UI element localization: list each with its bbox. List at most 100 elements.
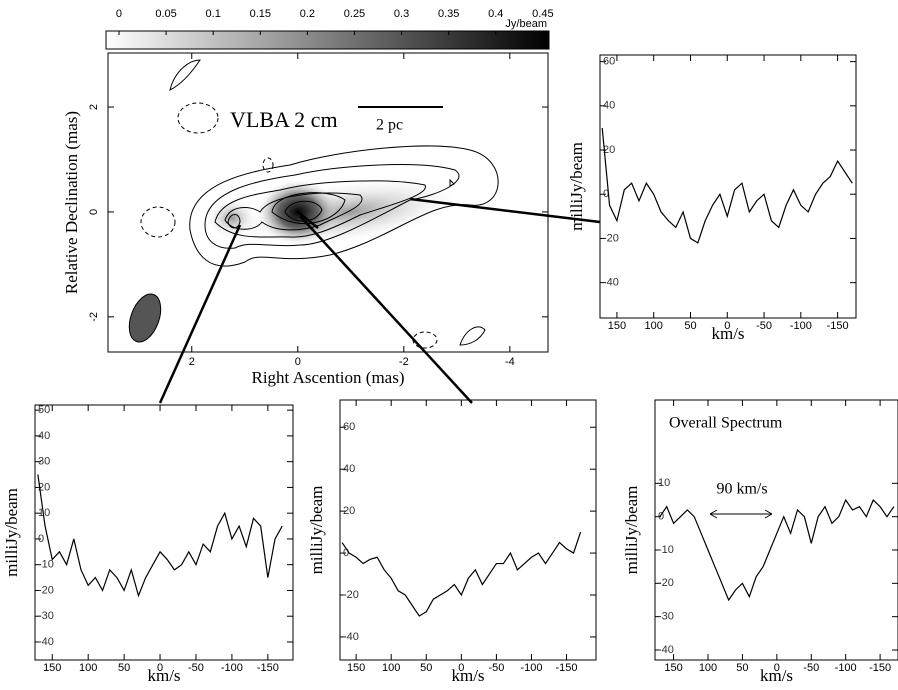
y-tick-label: -20 bbox=[603, 232, 619, 244]
x-axis-label: Right Ascention (mas) bbox=[252, 368, 405, 387]
x-tick-label: -150 bbox=[869, 662, 891, 674]
y-tick-label: 20 bbox=[603, 144, 615, 156]
colorbar bbox=[105, 30, 550, 50]
x-tick-label: 0 bbox=[724, 320, 730, 332]
plot-frame bbox=[599, 54, 857, 319]
x-tick-label: 0 bbox=[157, 662, 163, 674]
x-axis-label: km/s bbox=[711, 324, 744, 343]
y-tick-label: 60 bbox=[343, 421, 355, 433]
x-tick-label: 150 bbox=[664, 662, 682, 674]
y-tick-label: 40 bbox=[603, 100, 615, 112]
x-tick-label: 50 bbox=[684, 320, 696, 332]
y-axis-label: milliJy/beam bbox=[622, 486, 641, 575]
x-tick-label: -50 bbox=[488, 662, 504, 674]
plot-frame bbox=[654, 399, 898, 661]
x-tick-label: -50 bbox=[803, 662, 819, 674]
x-tick-label: -4 bbox=[505, 356, 515, 368]
scale-label: 2 pc bbox=[376, 117, 403, 134]
x-tick-label: 50 bbox=[420, 662, 432, 674]
y-tick-label: 0 bbox=[88, 209, 100, 215]
y-tick-label: -10 bbox=[658, 544, 674, 556]
y-tick-label: 0 bbox=[38, 533, 44, 545]
x-tick-label: 0 bbox=[295, 356, 301, 368]
y-tick-label: 2 bbox=[88, 104, 100, 110]
y-tick-label: 0 bbox=[343, 547, 349, 559]
y-axis-label: Relative Declination (mas) bbox=[62, 111, 81, 294]
map-title: VLBA 2 cm bbox=[230, 107, 338, 132]
x-tick-label: 0.35 bbox=[438, 8, 459, 20]
y-tick-label: -30 bbox=[38, 610, 54, 622]
x-tick-label: 100 bbox=[645, 320, 663, 332]
x-tick-label: 100 bbox=[79, 662, 97, 674]
x-tick-label: 0.25 bbox=[344, 8, 365, 20]
y-tick-label: 20 bbox=[38, 481, 50, 493]
x-tick-label: 100 bbox=[699, 662, 717, 674]
y-tick-label: 60 bbox=[603, 56, 615, 68]
y-tick-label: -40 bbox=[658, 644, 674, 656]
y-axis-label: milliJy/beam bbox=[307, 486, 326, 575]
x-tick-label: 150 bbox=[43, 662, 61, 674]
y-tick-label: -2 bbox=[88, 312, 100, 322]
y-tick-label: -40 bbox=[343, 631, 359, 643]
y-tick-label: 0 bbox=[658, 511, 664, 523]
panel-title: Overall Spectrum bbox=[669, 415, 783, 432]
plot-frame bbox=[34, 404, 294, 661]
x-tick-label: -100 bbox=[835, 662, 857, 674]
x-tick-label: -100 bbox=[790, 320, 812, 332]
x-tick-label: -100 bbox=[221, 662, 243, 674]
x-tick-label: 0.3 bbox=[394, 8, 409, 20]
y-tick-label: 10 bbox=[38, 507, 50, 519]
x-tick-label: 0.05 bbox=[155, 8, 176, 20]
x-tick-label: -50 bbox=[756, 320, 772, 332]
x-tick-label: -150 bbox=[827, 320, 849, 332]
y-tick-label: -10 bbox=[38, 559, 54, 571]
x-tick-label: -2 bbox=[399, 356, 409, 368]
x-tick-label: -150 bbox=[556, 662, 578, 674]
x-tick-label: -100 bbox=[520, 662, 542, 674]
y-tick-label: -40 bbox=[38, 636, 54, 648]
spectrum-line bbox=[341, 531, 582, 617]
x-tick-label: 150 bbox=[347, 662, 365, 674]
plot-frame bbox=[339, 399, 597, 661]
plot-frame bbox=[107, 52, 549, 353]
x-tick-label: 0.4 bbox=[488, 8, 503, 20]
x-tick-label: -150 bbox=[257, 662, 279, 674]
y-tick-label: -20 bbox=[658, 577, 674, 589]
y-tick-label: 20 bbox=[343, 505, 355, 517]
x-tick-label: 0.15 bbox=[250, 8, 271, 20]
x-tick-label: 0.1 bbox=[206, 8, 221, 20]
x-tick-label: 0 bbox=[116, 8, 122, 20]
y-tick-label: -20 bbox=[343, 589, 359, 601]
x-tick-label: 0 bbox=[458, 662, 464, 674]
x-axis-label: km/s bbox=[451, 666, 484, 685]
y-tick-label: 30 bbox=[38, 456, 50, 468]
y-tick-label: -30 bbox=[658, 611, 674, 623]
y-axis-label: milliJy/beam bbox=[2, 488, 21, 577]
y-tick-label: 40 bbox=[38, 430, 50, 442]
x-tick-label: 0 bbox=[774, 662, 780, 674]
x-axis-label: km/s bbox=[760, 666, 793, 685]
pointer-lines bbox=[158, 197, 601, 404]
spectrum-line bbox=[659, 498, 895, 602]
spectrum-line bbox=[37, 474, 283, 598]
x-tick-label: 50 bbox=[118, 662, 130, 674]
y-tick-label: 0 bbox=[603, 188, 609, 200]
x-tick-label: 150 bbox=[608, 320, 626, 332]
y-tick-label: -40 bbox=[603, 277, 619, 289]
spectrum-line bbox=[601, 127, 853, 244]
x-axis-label: km/s bbox=[147, 666, 180, 685]
x-tick-label: 2 bbox=[189, 356, 195, 368]
annotation-arrow bbox=[709, 509, 773, 519]
annotation: 90 km/s bbox=[716, 481, 767, 498]
y-axis-label: milliJy/beam bbox=[567, 142, 586, 231]
x-tick-label: 50 bbox=[736, 662, 748, 674]
y-tick-label: 10 bbox=[658, 477, 670, 489]
y-tick-label: 40 bbox=[343, 463, 355, 475]
x-tick-label: 0.45 bbox=[532, 8, 553, 20]
y-tick-label: -20 bbox=[38, 584, 54, 596]
x-tick-label: -50 bbox=[188, 662, 204, 674]
x-tick-label: 0.2 bbox=[300, 8, 315, 20]
y-tick-label: 50 bbox=[38, 404, 50, 416]
unit-label: Jy/beam bbox=[505, 18, 547, 30]
